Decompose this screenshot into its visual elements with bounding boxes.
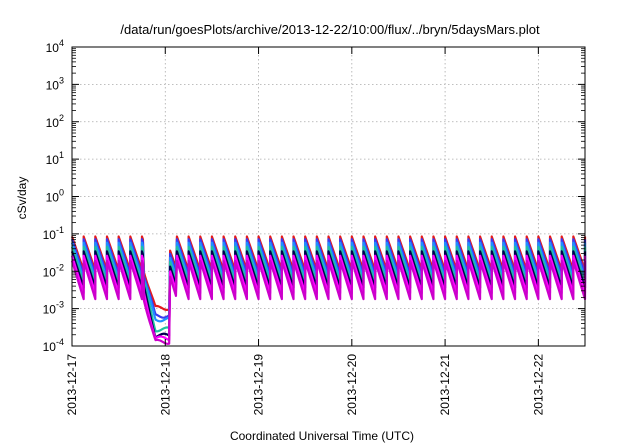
y-tick-label: 10-4 <box>43 337 64 354</box>
y-tick-exponent: -1 <box>56 225 64 235</box>
series-line <box>70 238 587 319</box>
x-tick-label: 2013-12-19 <box>252 354 266 416</box>
y-axis-label: cSv/day <box>15 177 29 220</box>
x-axis-label: Coordinated Universal Time (UTC) <box>230 429 414 443</box>
y-tick-base: 10 <box>43 340 57 354</box>
y-tick-base: 10 <box>46 116 60 130</box>
y-tick-label: 102 <box>46 113 64 130</box>
y-tick-exponent: -4 <box>56 337 64 347</box>
x-tick-label: 2013-12-18 <box>158 354 172 416</box>
y-tick-exponent: 4 <box>59 38 64 48</box>
y-tick-exponent: -2 <box>56 262 64 272</box>
y-tick-base: 10 <box>43 228 57 242</box>
y-tick-label: 101 <box>46 150 64 167</box>
y-tick-base: 10 <box>46 78 60 92</box>
series-line <box>70 245 587 333</box>
y-tick-label: 103 <box>46 75 64 92</box>
y-tick-base: 10 <box>43 265 57 279</box>
y-tick-exponent: 1 <box>59 150 64 160</box>
x-tick-label: 2013-12-21 <box>438 354 452 416</box>
y-tick-label: 10-2 <box>43 262 64 279</box>
y-tick-label: 10-3 <box>43 300 64 317</box>
series-group <box>70 235 587 345</box>
x-tick-label: 2013-12-22 <box>531 354 545 416</box>
y-tick-exponent: 2 <box>59 113 64 123</box>
ticks: 10-410-310-210-11001011021031042013-12-1… <box>43 38 585 415</box>
y-tick-label: 10-1 <box>43 225 64 242</box>
x-tick-label: 2013-12-20 <box>345 354 359 416</box>
y-tick-label: 100 <box>46 188 64 205</box>
y-tick-label: 104 <box>46 38 64 55</box>
y-tick-base: 10 <box>46 191 60 205</box>
series-line <box>70 259 587 345</box>
series-line <box>70 241 587 323</box>
y-tick-exponent: -3 <box>56 300 64 310</box>
x-tick-label: 2013-12-17 <box>65 354 79 416</box>
y-tick-exponent: 3 <box>59 75 64 85</box>
y-tick-exponent: 0 <box>59 188 64 198</box>
y-tick-base: 10 <box>46 153 60 167</box>
y-tick-base: 10 <box>43 303 57 317</box>
y-tick-base: 10 <box>46 41 60 55</box>
chart-title: /data/run/goesPlots/archive/2013-12-22/1… <box>120 22 540 37</box>
series-line <box>70 254 587 342</box>
